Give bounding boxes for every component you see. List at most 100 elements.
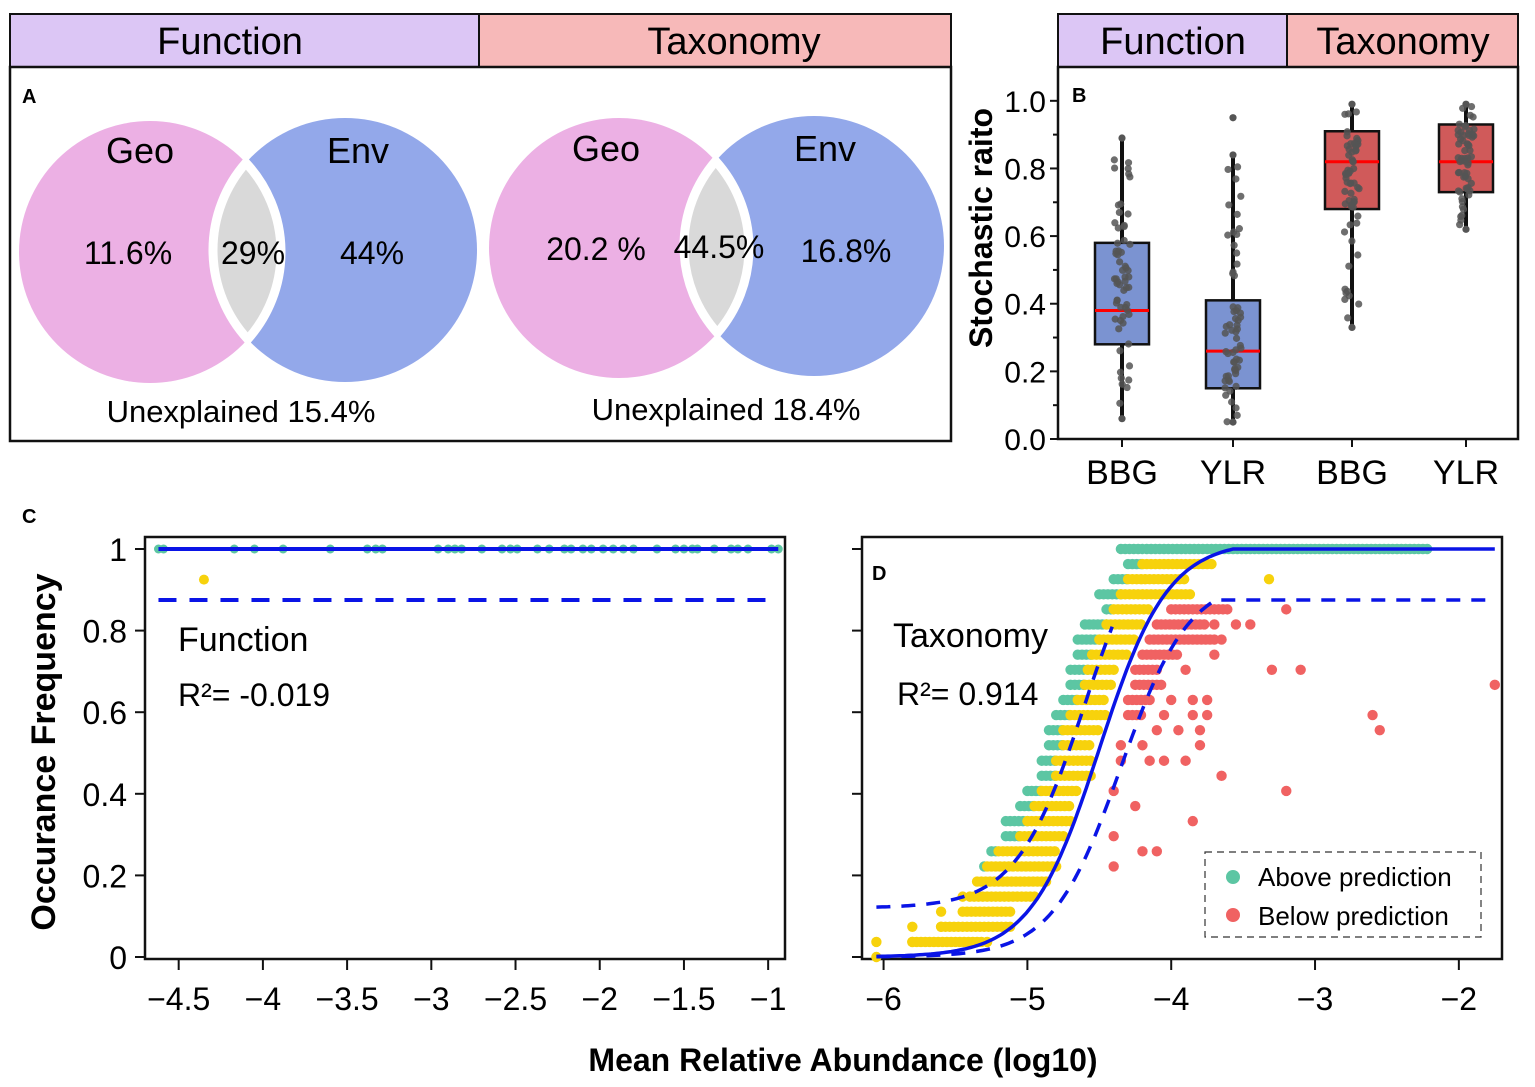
panel-d-below-point [1155, 679, 1167, 691]
venn-function-env-circle [213, 118, 477, 382]
box-jitter-point [1462, 225, 1470, 233]
panel-b-box-ylr-taxonomy [1437, 100, 1495, 233]
box-jitter-point [1456, 188, 1464, 196]
venn-taxonomy-overlap-value: 44.5% [674, 229, 765, 265]
box-jitter-point [1117, 200, 1125, 208]
box-jitter-point [1344, 314, 1352, 322]
panel-b-frame [1056, 65, 1520, 441]
panel-d-neutral-point [1108, 664, 1119, 675]
box-jitter-point [1110, 164, 1119, 172]
panel-d-frame [860, 535, 1504, 961]
panel-d-below-point [1158, 755, 1170, 766]
panel-c-y-tick-label: 0.6 [83, 695, 127, 731]
box-jitter-point [1222, 391, 1230, 399]
box-jitter-point [1462, 184, 1470, 192]
panel-d-below-point [1194, 724, 1206, 736]
panel-d-below-point [1166, 694, 1177, 706]
box-jitter-point [1121, 277, 1129, 285]
venn-function-unexplained: Unexplained 15.4% [107, 394, 376, 429]
box-jitter-point [1465, 191, 1473, 199]
venn-function-geo-label: Geo [106, 130, 174, 171]
box-jitter-point [1229, 151, 1237, 159]
box-jitter-point [1114, 224, 1122, 232]
box-jitter-point [1232, 175, 1240, 183]
panel-b-box-ylr-function [1204, 114, 1262, 426]
box-jitter-point [1118, 415, 1126, 423]
panel-d-below-point [1489, 679, 1501, 691]
box-jitter-point [1455, 120, 1463, 128]
box-jitter-point [1124, 210, 1132, 218]
panel-d-below-point [1194, 740, 1206, 751]
panel-c-axes: 0 0.2 0.4 0.6 0.8 1 −4.5 −4 −3.5 −3 −2.5 −2 −1.5 −1 [83, 532, 787, 1017]
panel-d-below-point [1216, 770, 1227, 782]
panel-d-below-point [1209, 634, 1220, 645]
box-jitter-point [1230, 307, 1238, 316]
box-jitter-point [1348, 148, 1356, 156]
panel-d-below-point [1281, 604, 1292, 615]
panel-d-x-tick-label: −6 [865, 981, 901, 1017]
panel-d-below-point [1180, 755, 1191, 766]
panel-d-below-point [1245, 619, 1256, 630]
venn-taxonomy-geo-value: 20.2 % [546, 231, 646, 267]
panel-c-x-tick-label: −4 [245, 981, 281, 1017]
venn-function-env-label: Env [327, 130, 389, 171]
panel-d-neutral-point [1004, 906, 1016, 917]
panel-d-below-point [1374, 724, 1385, 736]
panel-d-below-point [1201, 694, 1213, 706]
box-jitter-point [1125, 340, 1133, 348]
box-jitter-point [1348, 323, 1356, 331]
box-jitter-point [1465, 131, 1473, 140]
legend-above-label: Above prediction [1258, 862, 1452, 892]
panel-d-axes: −6 −5 −4 −3 −2 [852, 548, 1477, 1017]
box-jitter-point [1125, 362, 1134, 370]
panel-d-neutral-point [1143, 604, 1154, 615]
box-jitter-point [1467, 102, 1476, 111]
box-jitter-point [1116, 347, 1124, 355]
panel-d-below-point [1108, 785, 1119, 797]
panel-d-neutral-point [871, 936, 882, 948]
panel-c-frame [143, 535, 787, 961]
panel-b-y-tick-label: 0.8 [1004, 153, 1046, 186]
panel-c-x-tick-label: −4.5 [147, 981, 210, 1017]
panel-d-below-point [1137, 846, 1148, 857]
panel-c-y-axis-label: Occurance Frequency [25, 573, 63, 930]
panel-b-y-ticks: 0.0 0.2 0.4 0.6 0.8 1.0 [1004, 86, 1058, 457]
panel-c-x-tick-label: −2 [581, 981, 617, 1017]
box-jitter-point [1231, 315, 1240, 323]
panel-a-header-taxonomy [478, 13, 952, 68]
panel-c-y-tick-label: 0.4 [83, 777, 127, 813]
box-jitter-point [1343, 128, 1351, 136]
panel-d-neutral-point [1184, 589, 1196, 600]
panel-d-below-point [1108, 861, 1119, 872]
panel-d-below-point [1151, 724, 1163, 736]
box-jitter-point [1115, 208, 1123, 217]
panel-c: C Occurance Frequency 0 0.2 0.4 0.6 0.8 1 −4.5… [22, 506, 786, 1017]
box-jitter-point [1122, 284, 1130, 292]
panel-d-neutral-point [1263, 573, 1275, 585]
box-jitter-point [1233, 249, 1241, 257]
box-jitter-point [1459, 131, 1467, 140]
box-jitter-point [1110, 156, 1118, 164]
box-jitter-point [1116, 258, 1124, 266]
panel-c-y-tick-label: 1 [109, 532, 127, 568]
panel-d-marks [871, 543, 1501, 963]
box-jitter-point [1233, 260, 1241, 268]
box-jitter-point [1113, 239, 1122, 247]
box-jitter-point [1116, 399, 1124, 407]
box-jitter-point [1230, 358, 1238, 366]
panel-d-below-point [1173, 724, 1184, 736]
box-jitter-point [1344, 110, 1353, 118]
panel-d-below-point [1281, 785, 1292, 797]
panel-d-neutral-point [935, 921, 947, 933]
legend-below-marker [1226, 908, 1240, 922]
box-jitter-point [1232, 382, 1240, 390]
box-jitter-point [1235, 225, 1243, 233]
panel-b-label: B [1072, 85, 1086, 107]
box-jitter-point [1233, 210, 1241, 218]
panel-d-x-tick-label: −4 [1153, 981, 1189, 1017]
box-jitter-point [1113, 296, 1121, 304]
box-jitter-point [1457, 212, 1465, 221]
panel-c-label: C [22, 506, 36, 528]
panel-b-x-tick-label: BBG [1086, 454, 1158, 492]
